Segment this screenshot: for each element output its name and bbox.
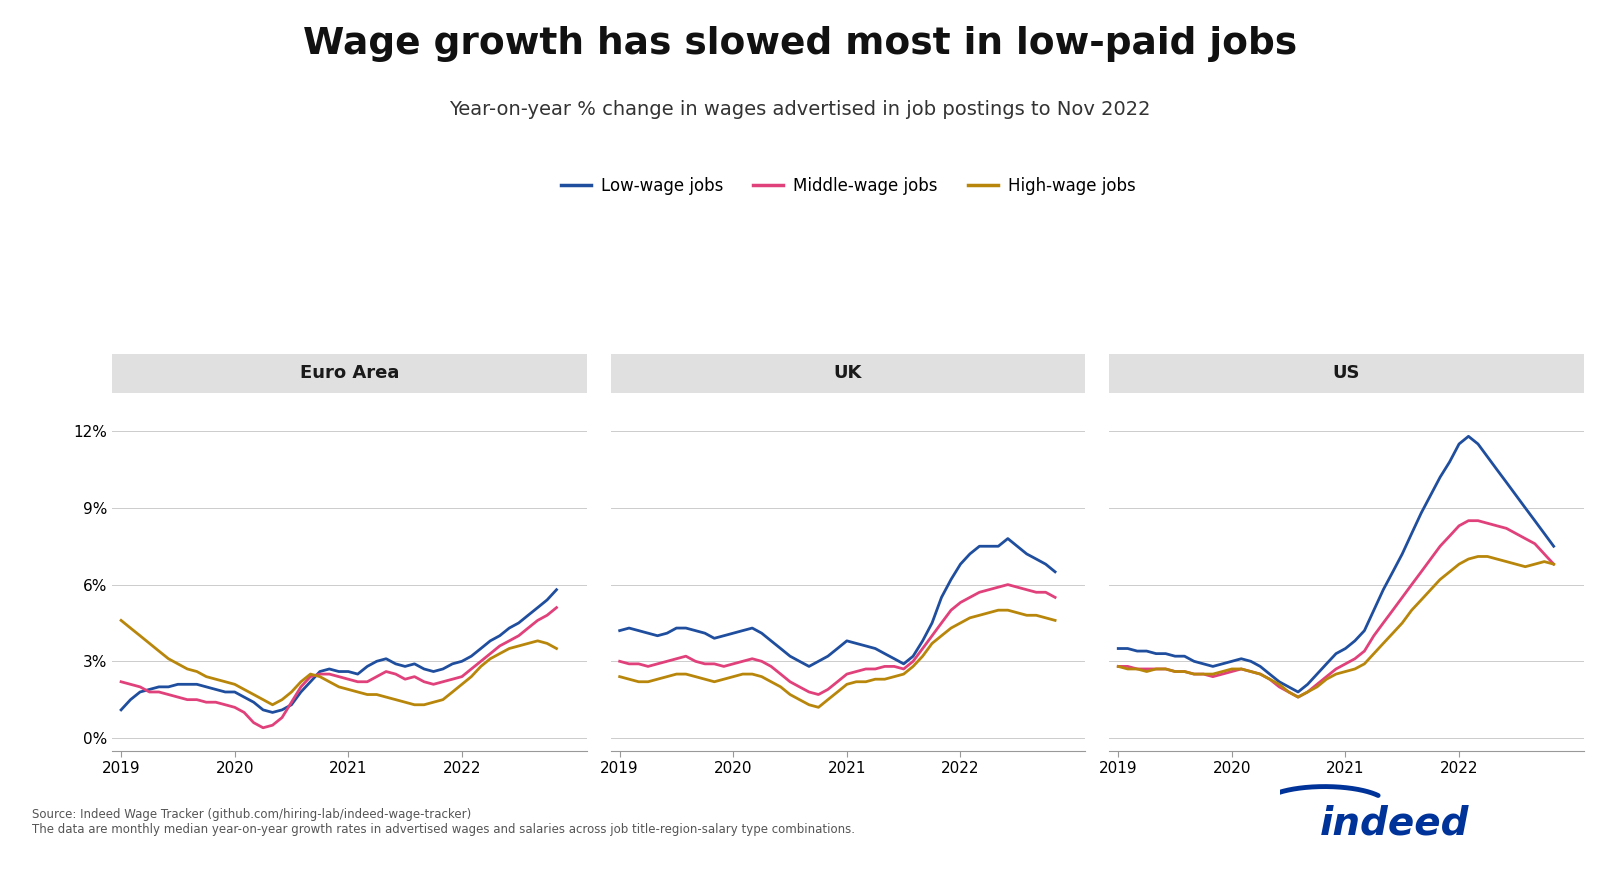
Text: Source: Indeed Wage Tracker (github.com/hiring-lab/indeed-wage-tracker)
The data: Source: Indeed Wage Tracker (github.com/… <box>32 808 854 835</box>
Text: US: US <box>1333 364 1360 382</box>
Text: Euro Area: Euro Area <box>299 364 398 382</box>
Text: UK: UK <box>834 364 862 382</box>
Text: indeed: indeed <box>1320 804 1469 842</box>
Text: Year-on-year % change in wages advertised in job postings to Nov 2022: Year-on-year % change in wages advertise… <box>450 100 1150 120</box>
Legend: Low-wage jobs, Middle-wage jobs, High-wage jobs: Low-wage jobs, Middle-wage jobs, High-wa… <box>554 170 1142 201</box>
Text: Wage growth has slowed most in low-paid jobs: Wage growth has slowed most in low-paid … <box>302 26 1298 62</box>
